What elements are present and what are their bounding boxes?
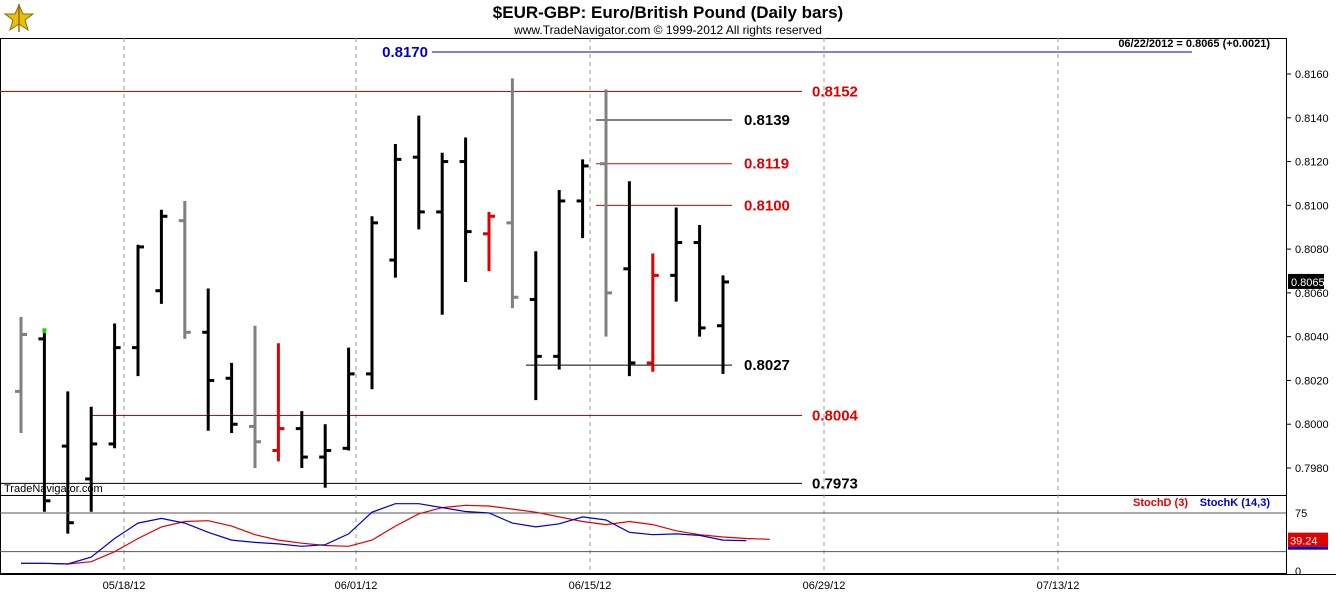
chart-title: $EUR-GBP: Euro/British Pound (Daily bars… [493, 3, 843, 22]
price-level-label: 0.7973 [812, 475, 858, 492]
x-tick-label: 07/13/12 [1037, 580, 1080, 592]
y-tick-label: 0.8140 [1295, 113, 1329, 125]
last-price-box [1288, 273, 1324, 289]
price-level-label: 0.8004 [812, 407, 859, 424]
price-level-label: 0.8027 [744, 357, 790, 374]
x-tick-label: 06/15/12 [569, 580, 612, 592]
y-tick-label: 0.8060 [1295, 288, 1329, 300]
y-tick-label: 0.7980 [1295, 463, 1329, 475]
price-level-label: 0.8100 [744, 197, 790, 214]
y-tick-label: 0.8020 [1295, 375, 1329, 387]
price-level-label: 0.8139 [744, 112, 790, 129]
trade-navigator-logo-icon [2, 2, 36, 34]
stoch-last-label: 39.24 [1290, 536, 1318, 548]
stochk-legend: StochK (14,3) [1200, 497, 1271, 509]
stochd-line [21, 504, 770, 565]
price-level-label: 0.8170 [382, 44, 428, 61]
stoch-layer: 75 0 39.24 [0, 503, 1328, 578]
y-tick-label: 0.8080 [1295, 244, 1329, 256]
y-tick-label: 0.8040 [1295, 332, 1329, 344]
x-tick-label: 05/18/12 [103, 580, 146, 592]
level-layer: 0.8170 0.8152 0.8139 0.8119 0.8100 0.8027 0.80… [0, 44, 1192, 492]
last-price-label: 0.8065 [1291, 277, 1325, 289]
price-panel-frame [0, 38, 1287, 496]
y-tick-label: 0.8100 [1295, 200, 1329, 212]
stoch-y-tick-label: 75 [1295, 508, 1307, 520]
price-level-label: 0.8119 [744, 156, 789, 173]
stochd-legend: StochD (3) [1133, 497, 1188, 509]
chart-subtitle: www.TradeNavigator.com © 1999-2012 All r… [513, 23, 822, 37]
y-tick-label: 0.8160 [1295, 69, 1329, 81]
last-price-readout: 06/22/2012 = 0.8065 (+0.0021) [1118, 38, 1270, 50]
stoch-panel-frame [0, 495, 1287, 574]
stoch-last-box-k [1288, 546, 1328, 550]
axis-layer: 05/18/12 06/01/12 06/15/12 06/29/12 07/13/12… [103, 69, 1329, 592]
x-tick-label: 06/29/12 [803, 580, 846, 592]
signal-marker [42, 328, 47, 334]
grid-layer [123, 38, 1059, 574]
price-bars [15, 78, 729, 534]
y-tick-label: 0.8120 [1295, 157, 1329, 169]
stochk-line [21, 503, 747, 565]
y-tick-label: 0.8000 [1295, 419, 1329, 431]
stoch-last-box [1288, 532, 1328, 547]
price-level-label: 0.8152 [812, 84, 858, 101]
watermark: TradeNavigator.com [4, 483, 103, 495]
stoch-y-tick-label: 0 [1295, 566, 1301, 578]
x-tick-label: 06/01/12 [335, 580, 378, 592]
